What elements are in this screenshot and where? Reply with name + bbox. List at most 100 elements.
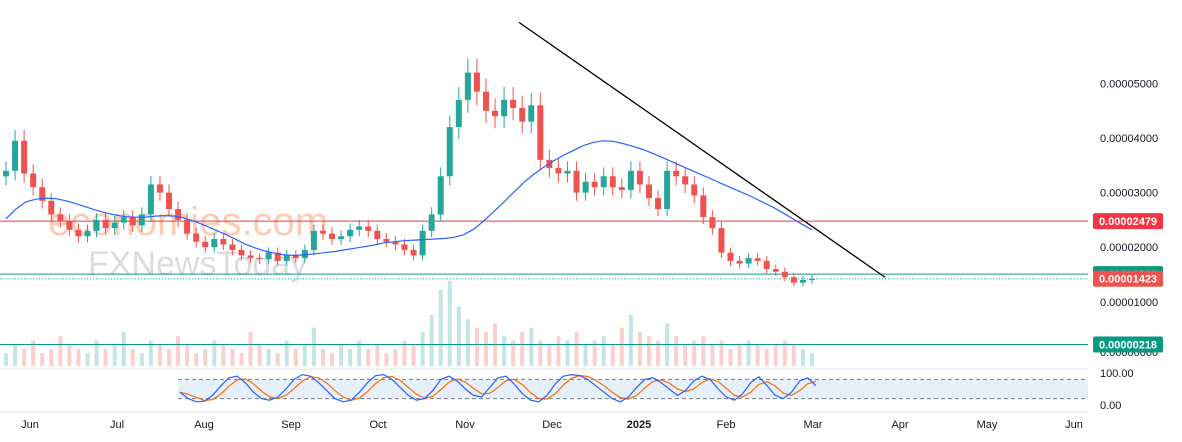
candle (600, 167, 607, 196)
candle-body (673, 170, 680, 177)
volume-bar (40, 353, 45, 366)
candle-body (609, 176, 616, 188)
volume-bar (212, 340, 217, 366)
candle-body (727, 252, 734, 261)
candle (274, 247, 281, 266)
candle (211, 233, 218, 253)
candle-body (147, 184, 154, 215)
candle (582, 172, 589, 201)
volume-bar (330, 353, 335, 366)
volume-bar (438, 289, 443, 366)
volume-bar (502, 336, 507, 366)
horizontal-levels (0, 220, 1088, 345)
volume-bar (511, 340, 516, 366)
time-tick-label: Nov (455, 419, 475, 431)
candle (57, 207, 64, 228)
price-badge-label: 0.00002479 (1099, 216, 1157, 228)
price-badge-label: 0.00001423 (1099, 274, 1157, 286)
candle (301, 244, 308, 264)
candles (3, 58, 815, 287)
candle (93, 213, 100, 238)
volume-bar (266, 349, 271, 366)
volume-bar (637, 332, 642, 366)
candle-body (229, 244, 236, 250)
time-tick-label: Aug (194, 419, 214, 431)
candle (781, 267, 788, 282)
volume-bar (791, 344, 796, 366)
stochastic-tick-label: 100.00 (1100, 368, 1134, 380)
volume-bar (366, 349, 371, 366)
candle-body (347, 229, 354, 237)
volume-bar (465, 319, 470, 366)
candle (111, 215, 118, 235)
price-tick-label: 0.00001000 (1100, 297, 1158, 309)
candle-body (319, 230, 326, 234)
candle-body (709, 217, 716, 229)
candle (763, 256, 770, 274)
candle (455, 87, 462, 139)
candle (138, 207, 145, 232)
candle-body (501, 99, 508, 117)
candle-body (790, 277, 797, 283)
volume-bar (230, 349, 235, 366)
volume-bar (275, 353, 280, 366)
time-tick-label: Sep (281, 419, 301, 431)
candle (528, 92, 535, 134)
candle-body (374, 230, 381, 240)
candle (256, 253, 263, 265)
volume-bar (746, 340, 751, 366)
candle (374, 224, 381, 245)
volume-bar (393, 349, 398, 366)
candle (691, 175, 698, 204)
volume-bars (4, 281, 814, 366)
volume-bar (755, 344, 760, 366)
candle-body (356, 226, 363, 230)
watermark-brand-bottom: FXNewsToday (88, 245, 307, 283)
candle-body (329, 233, 336, 240)
candle-body (102, 219, 109, 229)
candle (464, 58, 471, 113)
volume-bar (810, 353, 814, 366)
volume-bar (203, 349, 208, 366)
volume-bar (592, 340, 597, 366)
price-tick-label: 0.00002000 (1100, 242, 1158, 254)
volume-bar (456, 306, 461, 366)
candle (573, 161, 580, 201)
time-tick-label: May (977, 419, 998, 431)
volume-bar (683, 344, 688, 366)
candle (184, 213, 191, 240)
candle (754, 253, 761, 266)
candle-body (618, 187, 625, 190)
volume-bar (384, 353, 389, 366)
volume-bar (130, 349, 135, 366)
volume-bar (148, 340, 153, 366)
candle-body (419, 230, 426, 256)
volume-bar (782, 340, 787, 366)
candle (338, 230, 345, 245)
volume-bar (248, 332, 253, 366)
volume-bar (85, 353, 90, 366)
plot-background (0, 0, 1075, 362)
candle (410, 244, 417, 261)
candle-body (682, 176, 689, 185)
candle-body (736, 260, 743, 264)
trendline-line[interactable] (518, 21, 886, 278)
volume-bar (646, 336, 651, 366)
candle-body (292, 255, 299, 259)
candle-body (664, 170, 671, 210)
time-tick-label: 2025 (627, 419, 651, 431)
candle-body (301, 249, 308, 259)
watermark: economies.com FXNewsToday (48, 200, 328, 283)
volume-bar (628, 315, 633, 366)
candle-body (156, 184, 163, 193)
candle (564, 161, 571, 183)
time-tick-label: Feb (717, 419, 736, 431)
candle (809, 274, 815, 284)
candle-body (428, 214, 435, 231)
volume-bar (94, 340, 99, 366)
volume-bar (474, 327, 479, 366)
candle (673, 161, 680, 186)
candle-body (645, 184, 652, 199)
